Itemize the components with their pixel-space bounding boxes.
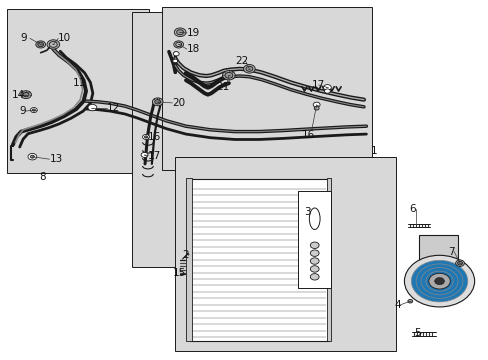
Circle shape	[30, 155, 34, 158]
Circle shape	[434, 278, 444, 285]
Circle shape	[155, 100, 160, 104]
Bar	[6, 9, 149, 173]
Text: 16: 16	[302, 130, 315, 140]
Bar	[161, 7, 371, 170]
Circle shape	[172, 59, 177, 63]
Circle shape	[245, 66, 252, 71]
Circle shape	[310, 258, 319, 264]
Circle shape	[38, 42, 43, 46]
Text: 9: 9	[20, 33, 27, 43]
Circle shape	[144, 136, 147, 138]
Text: 15: 15	[172, 267, 185, 278]
Text: 20: 20	[172, 98, 185, 108]
Circle shape	[324, 89, 330, 93]
Bar	[189, 179, 328, 341]
Bar	[185, 178, 191, 341]
Text: 5: 5	[413, 328, 420, 338]
Circle shape	[420, 267, 457, 295]
Circle shape	[428, 273, 449, 289]
Text: 2: 2	[182, 249, 188, 260]
Circle shape	[28, 153, 37, 160]
Ellipse shape	[309, 208, 320, 229]
Text: 10: 10	[58, 33, 71, 43]
Bar	[327, 178, 330, 341]
Circle shape	[173, 51, 179, 56]
Text: 21: 21	[216, 82, 229, 93]
Circle shape	[174, 28, 185, 37]
Text: 4: 4	[394, 300, 401, 310]
Circle shape	[310, 242, 319, 248]
Text: 1: 1	[370, 146, 377, 156]
Circle shape	[410, 260, 467, 302]
Circle shape	[173, 41, 183, 48]
Circle shape	[455, 260, 464, 266]
Text: 17: 17	[311, 80, 325, 90]
Bar	[132, 12, 260, 267]
Circle shape	[425, 271, 452, 291]
Circle shape	[49, 41, 57, 47]
Text: 11: 11	[73, 78, 86, 88]
Circle shape	[36, 41, 45, 48]
Circle shape	[32, 109, 35, 111]
Circle shape	[141, 152, 148, 157]
Circle shape	[323, 85, 330, 90]
Circle shape	[47, 40, 60, 49]
Circle shape	[314, 107, 319, 110]
Circle shape	[310, 266, 319, 272]
Circle shape	[224, 72, 232, 78]
Circle shape	[415, 264, 462, 298]
Text: 12: 12	[107, 103, 120, 113]
Circle shape	[313, 102, 320, 107]
Text: 8: 8	[40, 172, 46, 182]
Bar	[418, 234, 457, 277]
Circle shape	[30, 108, 37, 113]
Text: 9: 9	[19, 106, 26, 116]
Circle shape	[20, 91, 31, 99]
Bar	[175, 157, 395, 351]
Circle shape	[222, 71, 235, 80]
Text: 6: 6	[408, 204, 415, 215]
Text: 7: 7	[447, 247, 454, 257]
Circle shape	[23, 93, 29, 97]
Circle shape	[176, 30, 183, 35]
Text: 14: 14	[11, 90, 24, 100]
Circle shape	[404, 255, 474, 307]
Text: 16: 16	[148, 132, 161, 142]
Text: 18: 18	[186, 44, 200, 54]
Circle shape	[310, 274, 319, 280]
Text: 3: 3	[304, 207, 310, 217]
Text: 19: 19	[186, 28, 200, 38]
Circle shape	[457, 261, 462, 265]
Text: 13: 13	[49, 154, 62, 164]
Bar	[298, 191, 330, 288]
Circle shape	[310, 250, 319, 256]
Circle shape	[88, 104, 97, 111]
Circle shape	[243, 64, 255, 73]
Text: 17: 17	[148, 150, 161, 161]
Circle shape	[142, 134, 149, 139]
Circle shape	[175, 42, 181, 46]
Circle shape	[152, 98, 163, 106]
Text: 22: 22	[235, 56, 248, 66]
Circle shape	[407, 300, 412, 303]
